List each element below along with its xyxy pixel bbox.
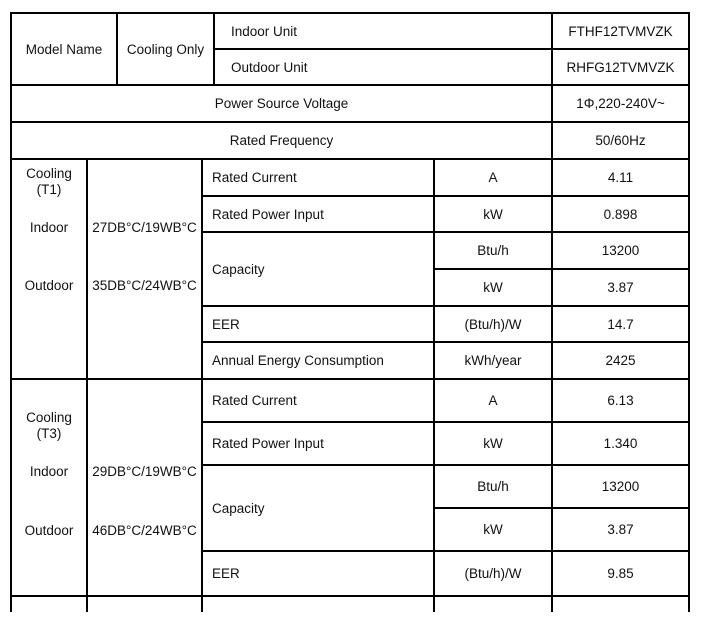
t1-value-annual-energy: 2425 — [553, 343, 688, 378]
next-row-cell — [203, 597, 433, 617]
t3-unit-rated-power: kW — [435, 423, 551, 464]
power-source-label: Power Source Voltage — [12, 86, 551, 121]
t1-unit-eer: (Btu/h)/W — [435, 307, 551, 341]
t1-indoor-cond: 27DB°C/19WB°C — [92, 220, 197, 235]
t3-condition-label: Cooling (T3) Indoor Outdoor — [12, 380, 86, 595]
t1-param-eer: EER — [203, 307, 433, 341]
t1-unit-annual-energy: kWh/year — [435, 343, 551, 378]
outdoor-unit-label: Outdoor Unit — [215, 50, 551, 84]
t3-outdoor-label: Outdoor — [24, 523, 74, 538]
indoor-unit-label: Indoor Unit — [215, 14, 551, 48]
t3-value-capacity-btu: 13200 — [553, 466, 688, 507]
t3-indoor-label: Indoor — [29, 464, 69, 479]
t3-value-rated-current: 6.13 — [553, 380, 688, 421]
t1-param-rated-power: Rated Power Input — [203, 197, 433, 231]
next-row-cell — [12, 597, 86, 617]
rated-frequency-label: Rated Frequency — [12, 123, 551, 158]
outdoor-unit-model: RHFG12TVMVZK — [553, 50, 688, 84]
t1-unit-capacity-btu: Btu/h — [435, 233, 551, 268]
t3-value-rated-power: 1.340 — [553, 423, 688, 464]
cooling-only-label: Cooling Only — [118, 14, 213, 84]
t1-unit-capacity-kw: kW — [435, 270, 551, 305]
t3-param-eer: EER — [203, 552, 433, 595]
t3-param-rated-current: Rated Current — [203, 380, 433, 421]
t3-outdoor-cond: 46DB°C/24WB°C — [92, 523, 197, 538]
next-row-cell — [88, 597, 201, 617]
t1-conditions: 27DB°C/19WB°C 35DB°C/24WB°C — [88, 160, 201, 378]
next-row-cell — [553, 597, 688, 617]
indoor-unit-model: FTHF12TVMVZK — [553, 14, 688, 48]
t1-sub: (T1) — [36, 182, 62, 197]
t1-value-capacity-btu: 13200 — [553, 233, 688, 268]
t3-value-eer: 9.85 — [553, 552, 688, 595]
t3-param-rated-power: Rated Power Input — [203, 423, 433, 464]
t1-outdoor-label: Outdoor — [24, 278, 74, 293]
rated-frequency-value: 50/60Hz — [553, 123, 688, 158]
t1-condition-label: Cooling (T1) Indoor Outdoor — [12, 160, 86, 378]
spec-table: Model Name Cooling Only Indoor Unit FTHF… — [10, 12, 690, 617]
next-row-cell — [435, 597, 551, 617]
t1-unit-rated-current: A — [435, 160, 551, 195]
t1-outdoor-cond: 35DB°C/24WB°C — [92, 278, 197, 293]
t3-sub: (T3) — [36, 426, 62, 441]
t1-value-rated-power: 0.898 — [553, 197, 688, 231]
t1-param-rated-current: Rated Current — [203, 160, 433, 195]
t1-title: Cooling — [26, 166, 72, 181]
t1-value-eer: 14.7 — [553, 307, 688, 341]
power-source-value: 1Φ,220-240V~ — [553, 86, 688, 121]
t1-param-annual-energy: Annual Energy Consumption — [203, 343, 433, 378]
t3-unit-capacity-btu: Btu/h — [435, 466, 551, 507]
t3-unit-eer: (Btu/h)/W — [435, 552, 551, 595]
t3-conditions: 29DB°C/19WB°C 46DB°C/24WB°C — [88, 380, 201, 595]
t3-unit-capacity-kw: kW — [435, 509, 551, 550]
t1-indoor-label: Indoor — [29, 220, 69, 235]
t3-title: Cooling — [26, 410, 72, 425]
t3-indoor-cond: 29DB°C/19WB°C — [92, 464, 197, 479]
t1-value-capacity-kw: 3.87 — [553, 270, 688, 305]
model-name-label: Model Name — [12, 14, 116, 84]
t3-param-capacity: Capacity — [203, 466, 433, 550]
t1-value-rated-current: 4.11 — [553, 160, 688, 195]
t3-unit-rated-current: A — [435, 380, 551, 421]
t1-unit-rated-power: kW — [435, 197, 551, 231]
t1-param-capacity: Capacity — [203, 233, 433, 305]
t3-value-capacity-kw: 3.87 — [553, 509, 688, 550]
